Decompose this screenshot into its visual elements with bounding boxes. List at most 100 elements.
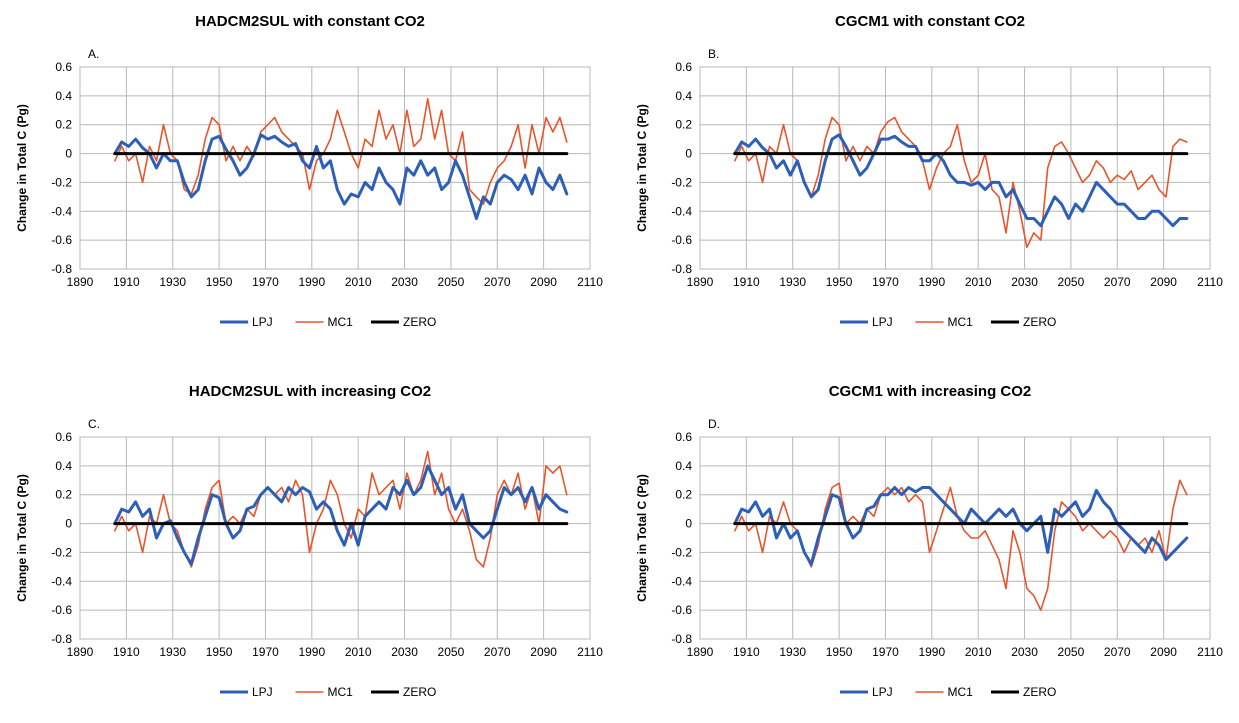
- panel-label: C.: [88, 417, 100, 431]
- y-tick-label: -0.8: [671, 262, 692, 276]
- x-tick-label: 2090: [530, 645, 557, 659]
- x-tick-label: 2030: [391, 275, 418, 289]
- x-tick-label: 1990: [918, 275, 945, 289]
- y-tick-label: -0.2: [51, 545, 72, 559]
- legend-label: LPJ: [252, 315, 273, 329]
- legend-label: ZERO: [403, 685, 436, 699]
- panel-label: A.: [88, 47, 99, 61]
- x-tick-label: 2090: [1150, 275, 1177, 289]
- legend-label: MC1: [948, 315, 974, 329]
- x-tick-label: 1890: [687, 275, 714, 289]
- x-tick-label: 2090: [1150, 645, 1177, 659]
- y-tick-label: 0.2: [55, 488, 72, 502]
- x-tick-label: 2110: [577, 275, 603, 289]
- chart-svg: HADCM2SUL with increasing CO2 C. Change in…: [15, 383, 603, 699]
- x-tick-label: 2070: [484, 645, 511, 659]
- y-axis-label: Change in Total C (Pg): [635, 474, 649, 602]
- y-tick-label: -0.8: [671, 632, 692, 646]
- x-tick-label: 1970: [872, 645, 899, 659]
- y-tick-label: -0.6: [671, 603, 692, 617]
- x-tick-label: 2070: [1104, 275, 1131, 289]
- panel-label: B.: [708, 47, 719, 61]
- x-tick-label: 2010: [345, 275, 372, 289]
- y-axis-label: Change in Total C (Pg): [635, 104, 649, 232]
- x-tick-label: 1930: [159, 275, 186, 289]
- x-tick-label: 1990: [918, 645, 945, 659]
- x-tick-label: 1930: [779, 645, 806, 659]
- y-tick-label: 0: [685, 517, 692, 531]
- x-tick-label: 1910: [733, 275, 760, 289]
- x-tick-label: 2050: [1058, 275, 1085, 289]
- legend-label: MC1: [328, 685, 354, 699]
- series-line-mc1: [114, 97, 568, 205]
- chart-title: HADCM2SUL with increasing CO2: [189, 383, 431, 400]
- x-tick-label: 1950: [206, 645, 233, 659]
- chart-title: HADCM2SUL with constant CO2: [195, 13, 425, 30]
- panel-label: D.: [708, 417, 720, 431]
- y-tick-label: -0.4: [51, 574, 72, 588]
- chart-svg: CGCM1 with constant CO2 B. Change in Total…: [635, 13, 1223, 329]
- series-line-lpj: [113, 464, 569, 566]
- y-tick-label: -0.2: [671, 175, 692, 189]
- x-tick-label: 1890: [687, 645, 714, 659]
- x-tick-label: 2010: [345, 645, 372, 659]
- legend-label: ZERO: [1023, 685, 1056, 699]
- y-tick-label: -0.6: [671, 233, 692, 247]
- x-tick-label: 2030: [1011, 645, 1038, 659]
- y-tick-label: 0.6: [675, 430, 692, 444]
- y-tick-label: -0.4: [51, 204, 72, 218]
- x-tick-label: 1970: [872, 275, 899, 289]
- legend-label: ZERO: [1023, 315, 1056, 329]
- x-tick-label: 1890: [67, 645, 94, 659]
- y-tick-label: 0.4: [675, 459, 692, 473]
- x-tick-label: 1990: [298, 275, 325, 289]
- x-tick-label: 1930: [779, 275, 806, 289]
- x-tick-label: 2050: [1058, 645, 1085, 659]
- x-tick-label: 2110: [1197, 275, 1223, 289]
- x-tick-label: 1910: [733, 645, 760, 659]
- x-tick-label: 1890: [67, 275, 94, 289]
- x-tick-label: 2110: [577, 645, 603, 659]
- y-tick-label: 0.2: [675, 118, 692, 132]
- y-tick-label: -0.6: [51, 233, 72, 247]
- x-tick-label: 1930: [159, 645, 186, 659]
- y-tick-label: 0.4: [55, 89, 72, 103]
- y-tick-label: 0.4: [675, 89, 692, 103]
- y-tick-label: 0.2: [55, 118, 72, 132]
- y-tick-label: -0.6: [51, 603, 72, 617]
- y-tick-label: -0.4: [671, 204, 692, 218]
- legend-label: ZERO: [403, 315, 436, 329]
- x-tick-label: 1910: [113, 645, 140, 659]
- x-tick-label: 2070: [484, 275, 511, 289]
- x-tick-label: 2050: [438, 275, 465, 289]
- series-line-lpj: [113, 133, 569, 220]
- x-tick-label: 2010: [965, 275, 992, 289]
- y-tick-label: 0.2: [675, 488, 692, 502]
- x-tick-label: 2070: [1104, 645, 1131, 659]
- y-tick-label: 0.6: [55, 60, 72, 74]
- x-tick-label: 2110: [1197, 645, 1223, 659]
- y-tick-label: 0.6: [675, 60, 692, 74]
- chart-svg: HADCM2SUL with constant CO2 A. Change in T…: [15, 13, 603, 329]
- chart-title: CGCM1 with increasing CO2: [829, 383, 1032, 400]
- y-tick-label: -0.4: [671, 574, 692, 588]
- y-tick-label: 0.6: [55, 430, 72, 444]
- y-axis-label: Change in Total C (Pg): [15, 104, 29, 232]
- y-tick-label: 0: [685, 147, 692, 161]
- y-tick-label: -0.8: [51, 632, 72, 646]
- y-tick-label: 0: [65, 147, 72, 161]
- x-tick-label: 1950: [826, 275, 853, 289]
- x-tick-label: 2050: [438, 645, 465, 659]
- legend-label: MC1: [328, 315, 354, 329]
- chart-panel-a: HADCM2SUL with constant CO2 A. Change in T…: [10, 8, 610, 353]
- chart-title: CGCM1 with constant CO2: [835, 13, 1025, 30]
- x-tick-label: 2090: [530, 275, 557, 289]
- chart-panel-d: CGCM1 with increasing CO2 D. Change in Tot…: [630, 378, 1230, 723]
- y-tick-label: 0: [65, 517, 72, 531]
- x-tick-label: 2030: [391, 645, 418, 659]
- y-tick-label: -0.2: [671, 545, 692, 559]
- legend-label: LPJ: [872, 315, 893, 329]
- x-tick-label: 2010: [965, 645, 992, 659]
- chart-panel-b: CGCM1 with constant CO2 B. Change in Total…: [630, 8, 1230, 353]
- series-line-lpj: [733, 133, 1189, 228]
